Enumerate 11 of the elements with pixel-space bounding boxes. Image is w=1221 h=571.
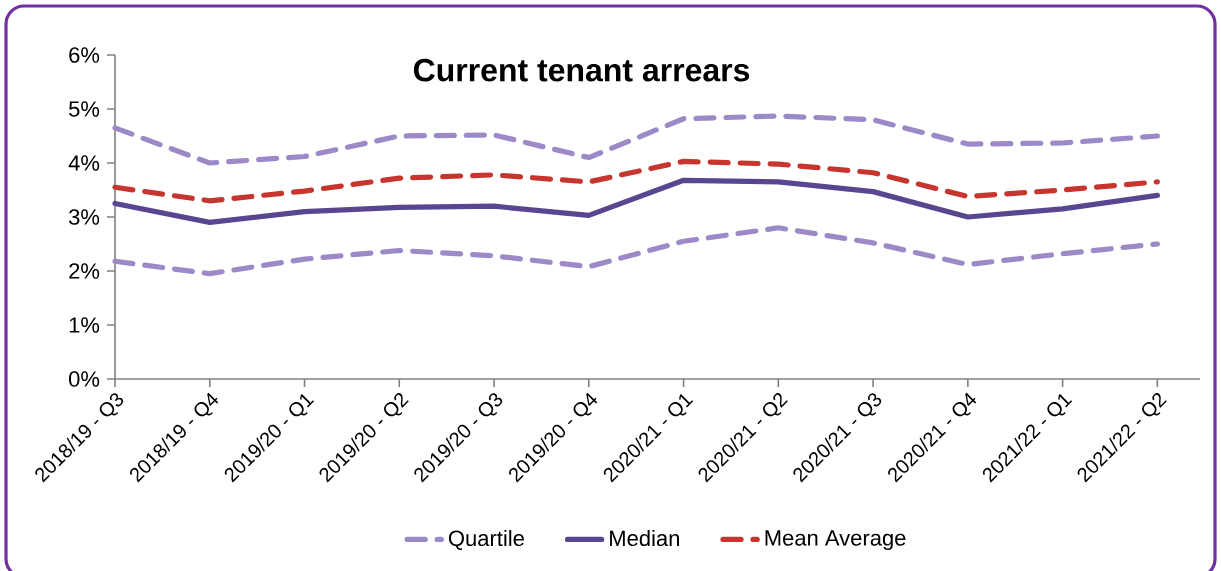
y-tick-label: 6% — [69, 47, 100, 63]
y-tick-label: 2% — [69, 263, 100, 279]
y-tick-label: 3% — [68, 209, 100, 225]
legend-label: Mean Average — [765, 530, 906, 551]
legend-label: Median — [610, 529, 679, 547]
y-tick-label: 5% — [69, 101, 100, 117]
y-tick-label: 0% — [68, 371, 100, 387]
y-tick-label: 1% — [69, 317, 100, 333]
chart-title: Current tenant arrears — [413, 58, 750, 82]
legend-label: Quartile — [448, 529, 524, 551]
y-tick-label: 4% — [68, 155, 100, 171]
